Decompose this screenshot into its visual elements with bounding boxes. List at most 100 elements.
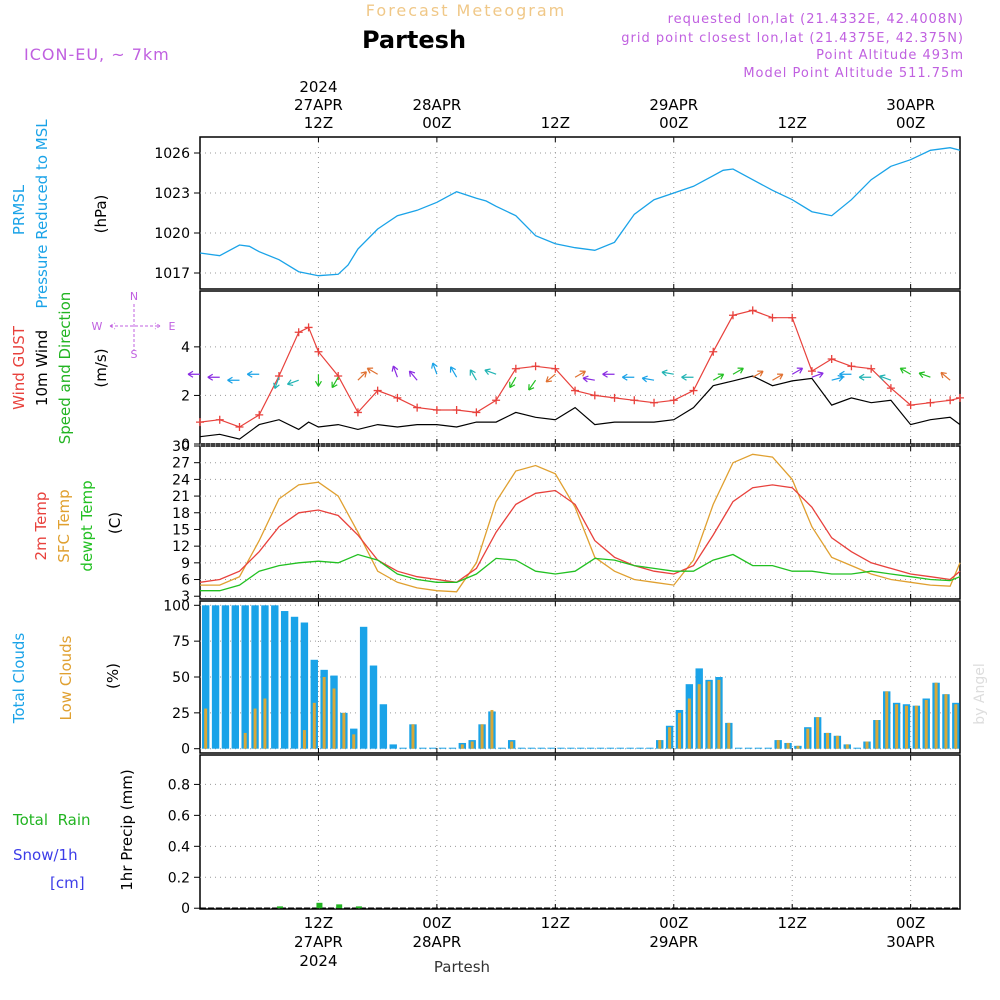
total-clouds-bar: [764, 747, 772, 749]
wind-gust-point: [669, 396, 678, 405]
total-clouds-bar: [271, 605, 279, 749]
ytick-label: 21: [172, 489, 190, 505]
point-altitude: Point Altitude 493m: [816, 48, 964, 63]
wind-direction-arrow: [732, 367, 744, 375]
ytick-label: 1020: [154, 226, 190, 242]
wind-gust-point: [728, 311, 737, 320]
wind-direction-arrow: [879, 374, 892, 382]
wind-direction-arrow: [712, 373, 725, 381]
low-clouds-label: Low Clouds: [57, 635, 75, 720]
wind-direction-arrow: [858, 373, 872, 381]
total-clouds-bar: [527, 747, 536, 749]
wind-direction-label: Speed and Direction: [56, 292, 74, 445]
top-time-label: 27APR: [294, 96, 343, 114]
wind-gust-point: [709, 347, 718, 356]
wind-gust-point: [196, 418, 204, 427]
wind-gust-point: [926, 398, 935, 407]
total-clouds-bar: [241, 605, 249, 749]
ytick-label: 12: [172, 539, 190, 555]
wind-gust-line: [199, 309, 961, 428]
total-clouds-bar: [567, 747, 575, 749]
requested-coords: requested lon,lat (21.4332E, 42.4008N): [668, 12, 964, 27]
footer-location: Partesh: [434, 958, 490, 976]
low-clouds-bar: [796, 745, 800, 749]
low-clouds-bar: [707, 681, 711, 749]
ytick-label: 24: [172, 472, 190, 488]
wind-gust-point: [867, 364, 876, 373]
wind-gust-point: [353, 408, 362, 417]
ytick-label: 2: [181, 388, 190, 404]
plot-area: 1017102010231026024369121518212427300255…: [154, 78, 964, 970]
wind-direction-arrow: [484, 368, 497, 376]
wind-10m-line: [199, 375, 961, 440]
wind-panel-frame: [199, 290, 961, 445]
top-time-label: 00Z: [659, 114, 688, 132]
wind-direction-arrow: [940, 371, 951, 381]
wind-direction-arrow: [469, 369, 477, 381]
ytick-label: 3: [181, 589, 190, 605]
temp-sfc-label: SFC Temp: [55, 489, 73, 562]
compass-cross: [109, 304, 161, 350]
top-time-label: 00Z: [896, 114, 925, 132]
wind-direction-arrow: [831, 374, 844, 382]
top-time-label: 00Z: [422, 114, 451, 132]
bottom-time-label: 28APR: [412, 933, 461, 951]
ytick-label: 18: [172, 506, 190, 522]
low-clouds-bar: [954, 704, 958, 749]
precipitation-panel-frame: [199, 754, 961, 910]
wind-gust-point: [314, 347, 323, 356]
wind-direction-arrow: [661, 369, 674, 377]
wind-direction-arrow: [331, 376, 339, 389]
top-time-label: 30APR: [886, 96, 935, 114]
total-clouds-bar: [547, 747, 555, 749]
total-clouds-bar: [517, 747, 526, 749]
low-clouds-bar: [263, 698, 267, 749]
low-clouds-bar: [658, 740, 662, 749]
wind-compass: N W E S: [92, 290, 176, 361]
low-clouds-bar: [776, 740, 780, 749]
wind-gust-point: [393, 393, 402, 402]
wind-direction-arrow: [357, 371, 367, 381]
wind-gust-point: [610, 393, 619, 402]
clouds-unit: (%): [104, 663, 122, 689]
wind-unit: (m/s): [92, 348, 110, 387]
pressure-line: [199, 147, 961, 277]
low-clouds-bar: [895, 704, 899, 749]
ytick-label: 6: [181, 573, 190, 589]
ytick-label: 0: [181, 742, 190, 758]
snow-unit: [cm]: [50, 874, 85, 892]
temp-unit: (C): [106, 512, 124, 534]
low-clouds-bar: [875, 720, 879, 749]
bottom-time-label: 30APR: [886, 933, 935, 951]
wind-gust-point: [472, 408, 481, 417]
low-clouds-bar: [332, 688, 336, 749]
low-clouds-bar: [342, 712, 346, 749]
bottom-time-label: 27APR: [294, 933, 343, 951]
wind-gust-point: [886, 384, 895, 393]
precip-ylabel: 1hr Precip (mm): [118, 769, 136, 890]
bottom-time-label: 2024: [299, 952, 337, 970]
low-clouds-bar: [352, 734, 356, 749]
wind-gust-point: [304, 323, 313, 332]
wind-direction-arrow: [899, 367, 911, 375]
wind-direction-arrow: [366, 367, 378, 375]
wind-direction-arrow: [681, 373, 694, 381]
low-clouds-bar: [470, 741, 474, 749]
pressure-msl-label: Pressure Reduced to MSL: [33, 119, 51, 309]
total-clouds-bar: [557, 747, 565, 749]
total-clouds-bar: [419, 747, 427, 749]
low-clouds-bar: [806, 728, 810, 749]
top-time-label: 2024: [299, 78, 337, 96]
wind-direction-arrow: [621, 373, 635, 381]
wind-gust-point: [235, 423, 244, 431]
total-clouds-bar: [596, 747, 605, 749]
2m-temp-line: [199, 484, 961, 583]
wind-direction-arrow: [574, 370, 586, 378]
low-clouds-bar: [510, 741, 514, 749]
wind-gust-point: [452, 406, 461, 414]
low-clouds-bar: [905, 705, 908, 749]
wind-gust-point: [492, 396, 501, 405]
wind-gust-point: [571, 386, 580, 395]
compass-n: N: [130, 290, 138, 303]
wind-direction-arrow: [314, 374, 322, 387]
